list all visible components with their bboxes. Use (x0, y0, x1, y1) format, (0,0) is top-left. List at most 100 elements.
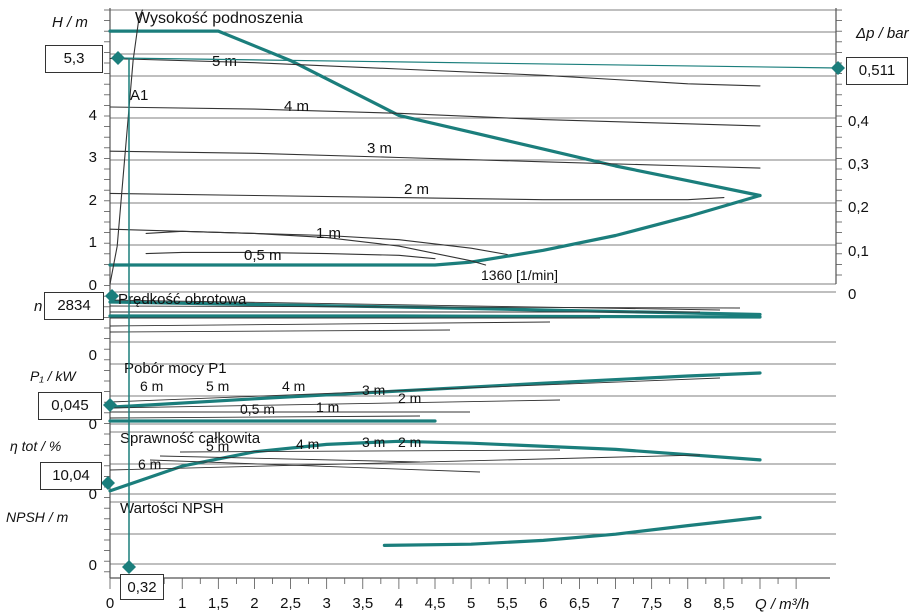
curve-label-3m: 3 m (367, 140, 392, 157)
x-axis-ticks: 0 1 1,5 2 2,5 3 3,5 4 4,5 5 5,5 6 6,5 7 7,5 8 8,5 (106, 578, 797, 612)
head-series-line (108, 29, 762, 198)
head-panel-title: Wysokość podnoszenia (135, 10, 303, 27)
x-tick-label: 3 (322, 595, 330, 612)
x-tick-label: 8,5 (713, 595, 734, 612)
reference-curve (109, 377, 721, 403)
pressure-y-tick: 0,3 (848, 156, 869, 173)
pressure-readout-box: 0,511 (846, 57, 908, 85)
x-tick-label: 7 (611, 595, 619, 612)
reference-curve (109, 329, 451, 333)
reference-curve (109, 415, 421, 419)
eff-label-4m: 4 m (296, 436, 319, 452)
power-y-axis-label: P₁ / kW (30, 368, 77, 384)
head-y-axis-label: H / m (52, 14, 88, 31)
head-series-line (108, 193, 762, 267)
x-tick-label: 6,5 (569, 595, 590, 612)
x-readout-box: 0,32 (120, 574, 164, 600)
power-y-tick: 0 (89, 416, 97, 433)
head-series-line (109, 57, 761, 87)
npsh-y-tick: 0 (89, 557, 97, 574)
x-axis-label: Q / m³/h (755, 596, 809, 613)
x-tick-label: 1 (178, 595, 186, 612)
eff-label-2m: 2 m (398, 434, 421, 450)
curve-label-1m: 1 m (316, 225, 341, 242)
power-label-4m: 4 m (282, 378, 305, 394)
curve-label-4m: 4 m (284, 98, 309, 115)
curve-label-5m: 5 m (212, 53, 237, 70)
x-tick-label: 1,5 (208, 595, 229, 612)
npsh-y-axis-label: NPSH / m (6, 509, 69, 525)
head-y-tick: 2 (89, 192, 97, 209)
reference-curve (109, 299, 721, 311)
x-tick-label: 4,5 (425, 595, 446, 612)
eff-label-5m: 5 m (206, 438, 229, 454)
power-label-3m: 3 m (362, 382, 385, 398)
head-readout-marker (111, 51, 125, 65)
curve-label-0-5m: 0,5 m (244, 247, 282, 264)
head-series-line (109, 106, 761, 127)
power-series-line (108, 371, 762, 409)
pressure-y-tick: 0,4 (848, 113, 869, 130)
pressure-y-axis-label: Δp / bar (855, 25, 910, 42)
npsh-series-line (382, 515, 762, 548)
grid-lines (104, 8, 842, 579)
head-y-tick: 0 (89, 277, 97, 294)
power-label-1m: 1 m (316, 399, 339, 415)
efficiency-panel-title: Sprawność całkowita (120, 430, 261, 447)
power-label-2m: 2 m (398, 390, 421, 406)
reference-curve (109, 454, 701, 471)
pressure-y-tick: 0,2 (848, 199, 869, 216)
power-readout-box: 0,045 (38, 392, 102, 420)
head-y-tick: 4 (89, 107, 97, 124)
efficiency-y-axis-label: η tot / % (10, 438, 61, 454)
power-panel-title: Pobór mocy P1 (124, 360, 227, 377)
reference-curve (109, 305, 741, 309)
x-tick-label: 5 (467, 595, 475, 612)
reference-curve (109, 399, 561, 409)
x-tick-label: 3,5 (352, 595, 373, 612)
pressure-readout-marker (831, 61, 845, 75)
head-series-line (109, 192, 725, 201)
head-y-tick: 1 (89, 234, 97, 251)
eff-label-6m: 6 m (138, 456, 161, 472)
power-label-6m: 6 m (140, 378, 163, 394)
x-tick-label: 2 (250, 595, 258, 612)
speed-readout-box: 2834 (44, 292, 104, 320)
eff-label-3m: 3 m (362, 434, 385, 450)
pressure-y-tick: 0 (848, 286, 856, 303)
reference-curve (109, 321, 551, 327)
x-readout-marker (122, 560, 136, 574)
x-tick-label: 5,5 (497, 595, 518, 612)
reference-curve (159, 455, 421, 463)
speed-series-line (108, 314, 762, 319)
speed-panel-title: Prędkość obrotowa (118, 291, 247, 308)
curve-label-1360-rpm: 1360 [1/min] (481, 267, 558, 283)
power-label-5m: 5 m (206, 378, 229, 394)
speed-readout-marker (105, 289, 119, 303)
reference-curve (179, 449, 561, 453)
efficiency-readout-marker (101, 476, 115, 490)
reference-curve (149, 459, 481, 473)
efficiency-y-tick: 0 (89, 486, 97, 503)
operating-point-label: A1 (130, 87, 148, 104)
head-series-line (145, 251, 436, 260)
curves (108, 9, 762, 548)
head-series-line (109, 150, 761, 169)
power-label-0-5m: 0,5 m (240, 401, 275, 417)
pressure-y-tick: 0,1 (848, 243, 869, 260)
head-series-line (109, 9, 144, 285)
x-tick-label: 6 (539, 595, 547, 612)
curve-label-2m: 2 m (404, 181, 429, 198)
x-tick-label: 7,5 (641, 595, 662, 612)
head-y-tick: 3 (89, 149, 97, 166)
head-series-line (109, 228, 487, 266)
x-tick-label: 2,5 (280, 595, 301, 612)
x-tick-label: 8 (684, 595, 692, 612)
efficiency-series-line (108, 439, 762, 493)
x-tick-label: 4 (395, 595, 403, 612)
power-readout-marker (103, 398, 117, 412)
efficiency-readout-box: 10,04 (40, 462, 102, 490)
npsh-panel-title: Wartości NPSH (120, 500, 224, 517)
operating-point-head-line (117, 57, 839, 69)
